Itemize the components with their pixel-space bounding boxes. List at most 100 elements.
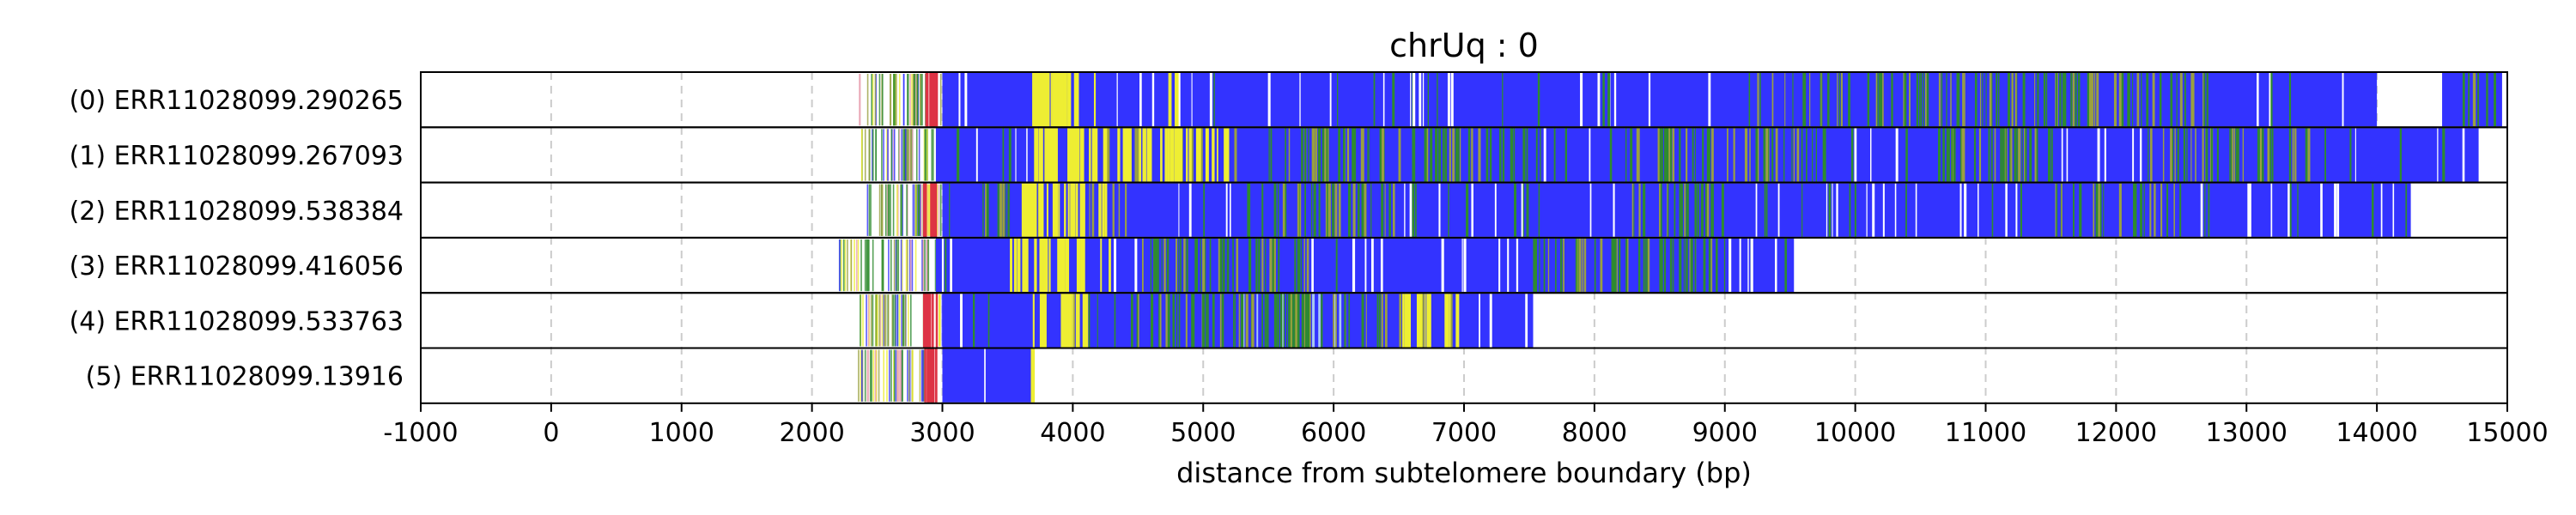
read-segment xyxy=(924,239,926,292)
read-segment xyxy=(1297,238,1299,293)
read-segment xyxy=(912,74,914,126)
read-segment xyxy=(1427,73,1429,127)
read-segment xyxy=(1582,238,1583,293)
read-segment xyxy=(2392,183,2395,237)
read-segment xyxy=(894,294,896,347)
read-segment xyxy=(1327,128,1329,182)
read-segment xyxy=(1278,238,1280,293)
read-segment xyxy=(1370,183,1372,237)
read-segment xyxy=(1178,294,1181,348)
read-segment xyxy=(2072,73,2075,127)
read-segment xyxy=(1564,128,1567,182)
read-segment xyxy=(1213,73,1215,127)
read-segment xyxy=(1679,128,1681,182)
read-segment xyxy=(2132,73,2134,127)
read-segment xyxy=(2009,128,2013,182)
read-segment xyxy=(1041,73,1048,127)
read-segment xyxy=(927,239,930,292)
read-segment xyxy=(1577,238,1579,293)
read-segment xyxy=(1091,128,1097,182)
read-segment xyxy=(2080,183,2082,237)
read-segment xyxy=(1282,294,1284,348)
read-segment xyxy=(1602,73,1605,127)
read-segment xyxy=(929,184,931,236)
read-segment xyxy=(2205,128,2208,182)
read-segment xyxy=(1066,294,1069,348)
read-segment xyxy=(2050,128,2053,182)
read-segment xyxy=(933,129,934,181)
read-segment xyxy=(900,349,902,402)
read-segment xyxy=(868,129,871,181)
read-segment xyxy=(2437,128,2439,182)
read-segment xyxy=(2176,73,2178,127)
read-segment xyxy=(2056,73,2057,127)
read-segment xyxy=(900,184,902,236)
read-segment xyxy=(919,349,921,402)
read-segment xyxy=(1258,238,1261,293)
read-segment xyxy=(1905,183,1907,237)
read-segment xyxy=(875,129,877,181)
read-segment xyxy=(1494,183,1497,237)
read-segment xyxy=(1708,128,1711,182)
read-segment xyxy=(1516,238,1519,293)
read-segment xyxy=(914,184,916,236)
read-segment xyxy=(1234,294,1236,348)
read-segment xyxy=(2160,183,2163,237)
read-segment xyxy=(847,239,848,292)
x-tick-label: 13000 xyxy=(2206,418,2287,448)
read-segment xyxy=(1300,238,1302,293)
read-segment xyxy=(894,74,896,126)
read-segment xyxy=(1245,294,1249,348)
read-segment xyxy=(2399,128,2402,182)
x-tick-label: 7000 xyxy=(1431,418,1497,448)
read-segment xyxy=(2162,128,2165,182)
read-segment xyxy=(1293,294,1296,348)
read-segment xyxy=(923,349,925,402)
read-segment xyxy=(858,349,860,402)
read-track xyxy=(866,183,2411,237)
read-segment xyxy=(864,349,866,402)
read-segment xyxy=(939,184,942,236)
read-segment xyxy=(1055,128,1058,182)
read-segment xyxy=(1840,73,1843,127)
read-segment xyxy=(883,129,884,181)
read-segment xyxy=(1684,183,1686,237)
read-segment xyxy=(872,74,874,126)
read-segment xyxy=(1990,128,1993,182)
read-segment xyxy=(1175,73,1178,127)
read-segment xyxy=(1054,183,1058,237)
read-segment xyxy=(972,294,975,348)
read-segment xyxy=(1643,183,1646,237)
read-segment xyxy=(859,74,860,126)
x-tick-label: 5000 xyxy=(1170,418,1236,448)
read-segment xyxy=(1236,238,1239,293)
read-segment xyxy=(886,349,888,402)
read-segment xyxy=(1183,238,1186,293)
read-segment xyxy=(1996,73,1998,127)
read-segment xyxy=(2077,73,2081,127)
read-segment xyxy=(2093,73,2096,127)
read-segment xyxy=(2174,128,2176,182)
read-segment xyxy=(1166,238,1170,293)
read-segment xyxy=(1521,183,1523,237)
read-segment xyxy=(1461,238,1463,293)
read-segment xyxy=(984,348,986,403)
read-segment xyxy=(1297,294,1300,348)
read-segment xyxy=(870,294,872,347)
read-segment xyxy=(2237,128,2239,182)
read-segment xyxy=(860,129,863,181)
read-segment xyxy=(922,239,925,292)
read-segment xyxy=(1347,183,1352,237)
read-segment xyxy=(864,239,866,292)
read-segment xyxy=(897,349,900,402)
read-segment xyxy=(890,184,891,236)
read-segment xyxy=(2179,73,2183,127)
read-segment xyxy=(987,183,989,237)
read-segment xyxy=(1941,73,1943,127)
read-segment xyxy=(895,349,897,402)
read-segment xyxy=(1388,183,1391,237)
read-segment xyxy=(2270,183,2273,237)
read-segment xyxy=(1264,294,1267,348)
read-segment xyxy=(1048,238,1051,293)
